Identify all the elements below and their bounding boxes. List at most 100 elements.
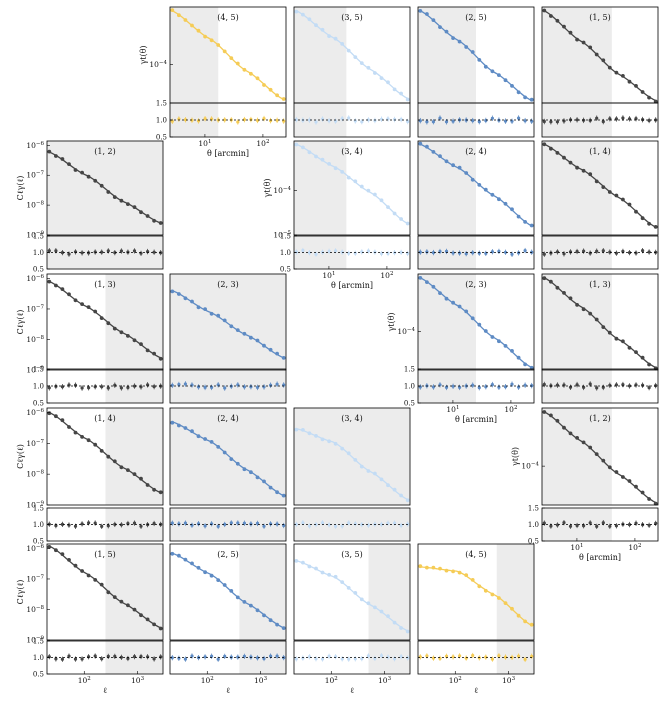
data-point [425,12,429,16]
y-axis-label: Cℓγ(ℓ) [16,580,25,605]
ratio-tick-label: 1.0 [280,249,291,257]
scale-cut-shade [542,7,612,103]
data-point [255,475,260,480]
data-point [327,162,331,166]
ratio-point [47,249,51,253]
ratio-point [275,522,279,526]
data-point [262,83,266,87]
ratio-tick-label: 1.5 [156,100,167,108]
x-tick-label: 103 [131,676,145,685]
ratio-point [223,522,227,527]
x-tick-label: 103 [254,676,268,685]
data-point [119,599,124,604]
ratio-tick-label: 1.0 [156,117,167,125]
ratio-point [139,524,143,528]
data-point [183,557,188,562]
data-point [457,165,462,170]
ratio-point [575,118,579,122]
ratio-point [497,385,501,389]
data-point [614,193,619,198]
ratio-point [510,252,514,256]
ratio-point [471,653,475,658]
data-point [158,626,163,631]
y-axis-label: γt(θ) [387,312,396,331]
y-tick-label: 10−6 [26,274,44,283]
ratio-point [152,521,156,526]
data-point [457,39,462,44]
data-point [594,179,599,184]
panel-frame [46,140,164,236]
ratio-point [503,385,508,389]
ratio-point [431,656,435,660]
data-point [366,65,371,70]
ratio-point [236,120,240,124]
data-point [314,566,318,571]
ratio-point [353,522,357,526]
data-point [425,144,429,149]
data-point [464,45,469,49]
bin-label: (1, 5) [94,550,116,559]
data-point [444,29,449,34]
data-point [483,64,488,69]
ratio-tick-label: 1.5 [528,505,539,513]
data-point [451,36,455,40]
data-point [216,43,221,47]
ratio-point [262,524,266,528]
data-point [621,475,625,479]
data-point [614,336,619,341]
data-point [497,73,501,77]
data-point [60,418,65,423]
data-point [647,497,651,501]
data-point [139,613,143,618]
ratio-point [242,521,246,525]
data-point [516,355,521,360]
data-point [562,425,566,430]
ratio-point [119,655,123,659]
data-point [301,428,305,432]
ratio-point [236,383,240,387]
y-tick-label: 10−4 [149,60,167,69]
data-point [359,184,364,189]
ratio-point [301,656,305,660]
data-point [126,603,130,608]
data-point [112,195,117,200]
data-point [54,548,58,553]
data-point [139,210,143,215]
bin-label: (2, 4) [217,414,239,423]
ratio-point [601,249,605,253]
data-point [158,221,163,225]
data-point [510,207,514,212]
data-point [301,145,305,150]
y-axis-label: Cℓγ(ℓ) [16,310,25,335]
y-tick-label: 10−7 [26,304,44,313]
data-point [60,157,65,161]
scale-cut-shade [418,274,476,370]
data-point [170,8,175,13]
data-point [359,464,364,469]
data-point [627,79,632,84]
scale-cut-shade [294,7,347,103]
ratio-point [464,656,468,660]
bin-label: (2, 5) [217,550,239,559]
ratio-point [647,250,651,254]
data-point [444,296,449,301]
x-axis-label: ℓ [474,686,478,695]
ratio-point [113,522,117,527]
data-point [451,569,455,574]
x-axis-label: θ [arcmin] [455,415,497,424]
y-tick-label: 10−6 [26,408,44,417]
bin-label: (2, 4) [465,147,487,156]
y-tick-label: 10−4 [273,186,291,195]
data-point [294,427,299,432]
data-point [607,330,612,335]
data-point [353,179,358,184]
data-point [249,470,253,475]
data-point [392,211,397,216]
ratio-point [54,657,58,661]
bin-label: (1, 2) [94,147,116,156]
data-point [614,470,619,474]
data-point [255,76,260,81]
ratio-point [152,250,156,254]
data-point [653,225,658,229]
